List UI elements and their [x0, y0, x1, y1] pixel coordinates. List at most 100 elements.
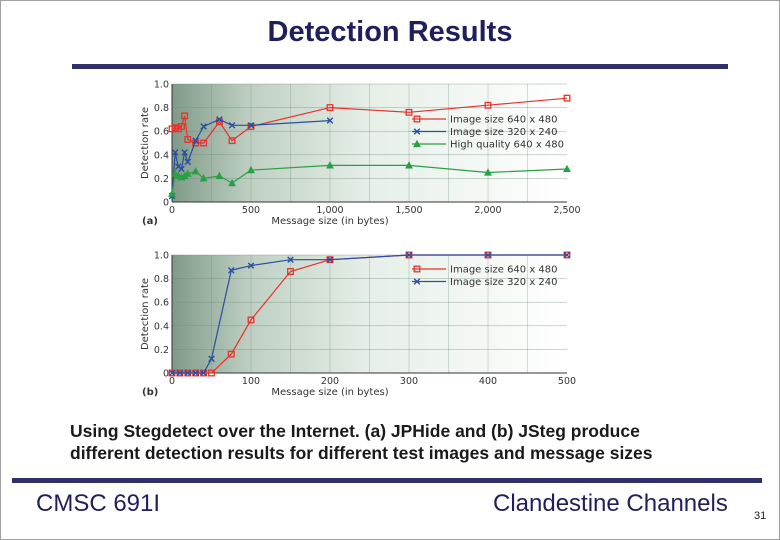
panel-b-series-2-point [208, 355, 215, 363]
panel-a-x-axis-label: Message size (in bytes) [271, 216, 388, 227]
panel-a-series-1-point [247, 123, 255, 130]
footer-divider [12, 478, 762, 483]
panel-a-series-2-point [178, 165, 185, 173]
panel-a-x-tick-label: 2,000 [474, 205, 501, 216]
panel-a-series-3-point [247, 165, 255, 174]
panel-a-series-2-point [228, 122, 236, 129]
panel-b-x-tick-label: 200 [321, 376, 339, 387]
panel-b-series-2-point [176, 369, 184, 377]
panel-a-series-1-point [178, 123, 185, 130]
panel-a-y-tick-label: 0.2 [154, 174, 169, 185]
panel-a-series-3-point [563, 164, 571, 173]
panel-b-series-1-point [227, 350, 235, 358]
caption-line-1: Using Stegdetect over the Internet. (a) … [70, 421, 640, 441]
panel-a-series-1-point [563, 94, 571, 102]
panel-b-series-2-point [247, 262, 255, 269]
panel-a-series-1-point [228, 137, 236, 145]
panel-a-y-tick-label: 1.0 [154, 80, 169, 91]
panel-a-series-2-point [192, 137, 199, 144]
caption-line-2: different detection results for differen… [70, 443, 653, 463]
page-number: 31 [754, 510, 767, 522]
panel-b-series-2-point [192, 369, 199, 377]
panel-a-x-tick-label: 0 [169, 205, 175, 216]
panel-a-series-2-point [171, 149, 179, 156]
panel-b-x-tick-label: 100 [242, 376, 260, 387]
panel-a-y-tick-label: 0.8 [154, 103, 169, 114]
slide-title: Detection Results [267, 16, 513, 48]
panel-a-series-1-point [484, 101, 492, 109]
panel-b-series-2-point [184, 369, 192, 377]
panel-a-y-tick-label: 0.6 [154, 127, 169, 138]
panel-b-y-tick-label: 0 [163, 369, 169, 380]
panel-a-y-tick-label: 0.4 [154, 150, 169, 161]
panel-b-series-2-point [405, 251, 413, 259]
panel-a-series-1-point [181, 112, 189, 120]
panel-a-series-1-line [171, 97, 568, 144]
panel-b-legend-label-2: Image size 320 x 240 [450, 277, 558, 288]
panel-a-x-tick-label: 1,500 [395, 205, 422, 216]
panel-b-legend-marker-2 [413, 278, 421, 285]
panel-a-series-1-point [326, 104, 334, 112]
panel-a-series-1-point [405, 108, 413, 116]
panel-b-y-tick-label: 0.8 [154, 274, 169, 285]
panel-a-series-2-point [184, 158, 192, 166]
panel-b-y-tick-label: 1.0 [154, 251, 169, 262]
panel-b-series-2-point [200, 369, 207, 377]
panel-b-series-2-point [484, 251, 492, 259]
title-divider [72, 64, 728, 69]
panel-b-x-axis-label: Message size (in bytes) [271, 387, 388, 398]
panel-a-y-tick-label: 0 [163, 198, 169, 209]
panel-a-series-1-point [200, 139, 208, 147]
panel-b-label: (b) [142, 387, 158, 398]
panel-a-x-tick-label: 1,000 [316, 205, 343, 216]
panel-a-legend-marker-3 [413, 139, 421, 148]
panel-b-y-tick-label: 0.4 [154, 321, 169, 332]
panel-b-series-2-point [287, 256, 294, 264]
panel-b-series-1-point [247, 316, 255, 324]
charts-figure: 0 0.2 0.4 0.6 0.8 1.0 0 500 1,000 1,500 2,000 2,500… [140, 80, 581, 399]
figure-caption: Using Stegdetect over the Internet. (a) … [70, 420, 750, 464]
panel-a-series-2-point [216, 116, 223, 123]
panel-b-x-tick-label: 300 [400, 376, 418, 387]
panel-b-series-2-point [563, 251, 571, 259]
panel-a-x-tick-label: 2,500 [553, 205, 580, 216]
panel-b-series-1-point [287, 268, 294, 275]
panel-a-series-3-point [326, 161, 334, 169]
panel-a-series-2-point [200, 123, 207, 130]
panel-b-series-2-point [326, 256, 334, 264]
panel-b-y-axis-label: Detection rate [140, 278, 151, 350]
panel-a-series-1-point [184, 136, 192, 143]
panel-b-legend-label-1: Image size 640 x 480 [450, 265, 558, 276]
panel-a-series-3-point [405, 161, 413, 169]
panel-a-legend-marker-1 [413, 115, 421, 123]
panel-b-series-2-point [168, 369, 176, 377]
panel-a-series-3-point [484, 168, 492, 176]
panel-a-label: (a) [142, 216, 158, 227]
panel-b-x-tick-label: 0 [169, 376, 175, 387]
panel-a-series-3-point [215, 171, 224, 180]
panel-a-legend-label-1: Image size 640 x 480 [450, 115, 558, 126]
panel-a-series-3-point [168, 189, 176, 197]
panel-a-series-2-line [171, 118, 331, 197]
panel-a-series-3-point [191, 167, 200, 175]
panel-a-x-tick-label: 500 [242, 205, 260, 216]
panel-b-series-1-point [208, 369, 215, 377]
panel-b-y-tick-label: 0.2 [154, 345, 169, 356]
panel-a-series-2-point [326, 117, 334, 124]
course-code: CMSC 691I [36, 490, 161, 517]
lecture-topic: Clandestine Channels [493, 490, 728, 517]
panel-b-legend-marker-1 [413, 265, 421, 273]
panel-b-y-tick-label: 0.6 [154, 298, 169, 309]
panel-b-x-tick-label: 400 [479, 376, 497, 387]
panel-a-legend-marker-2 [413, 128, 421, 135]
panel-a-legend-label-2: Image size 320 x 240 [450, 127, 558, 138]
panel-a-series-3-point [183, 169, 192, 177]
panel-a-y-axis-label: Detection rate [140, 107, 151, 179]
panel-a-legend-label-3: High quality 640 x 480 [450, 140, 564, 151]
panel-a-series-2-point [247, 122, 255, 129]
panel-a-series-2-point [181, 149, 188, 156]
panel-a-series-3-point [228, 178, 236, 187]
panel-a-series-3-point [199, 174, 208, 182]
panel-b-series-2-point [227, 267, 235, 274]
panel-b-x-tick-label: 500 [558, 376, 576, 387]
